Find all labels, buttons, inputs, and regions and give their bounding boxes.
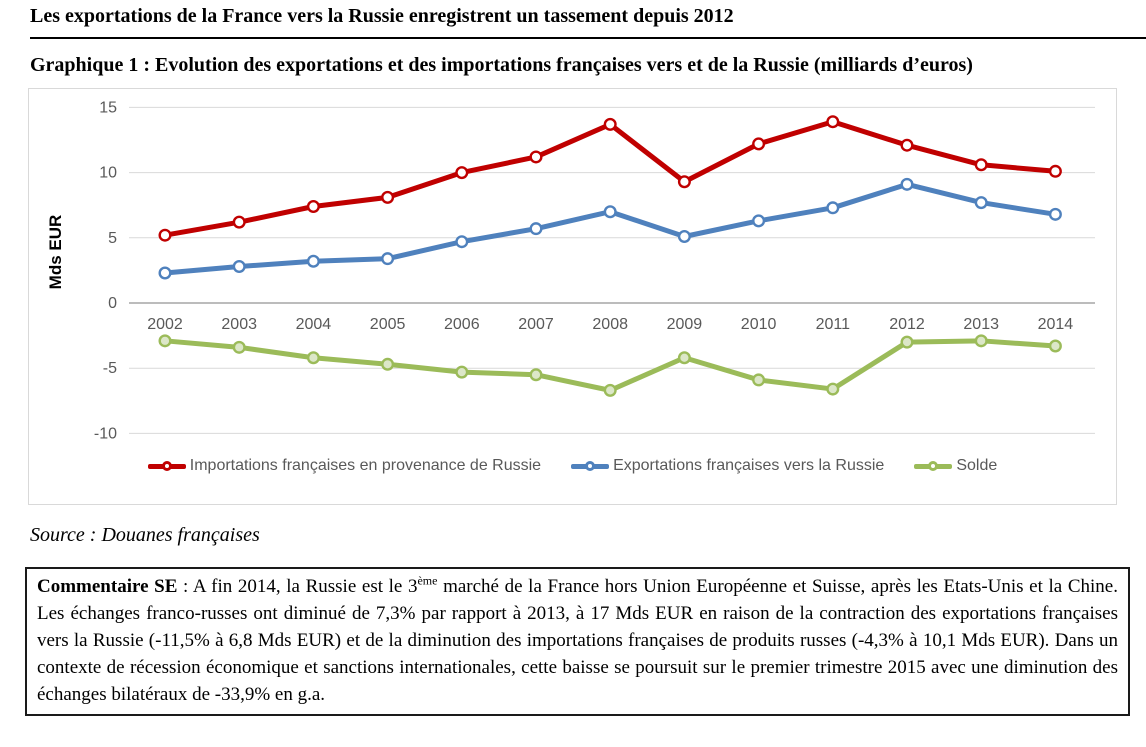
data-point-marker [603,117,617,131]
x-axis-tick-label: 2012 [889,316,925,333]
data-point-marker [826,201,840,215]
data-point-marker [381,252,395,266]
commentary-separator: : [177,576,193,597]
data-point-marker [381,357,395,371]
x-axis-tick-label: 2002 [147,316,183,333]
title-underline [30,37,1146,39]
data-point-marker [900,335,914,349]
y-axis-tick-label: -5 [103,360,117,377]
x-axis-tick-label: 2004 [296,316,332,333]
commentary-text: A fin 2014, la Russie est le 3 [192,576,418,597]
data-point-marker [603,383,617,397]
data-point-marker [900,177,914,191]
data-point-marker [974,158,988,172]
x-axis-tick-label: 2010 [741,316,777,333]
y-axis-title: Mds EUR [46,215,65,290]
y-axis-tick-label: 5 [108,230,117,247]
series-line [162,181,1058,276]
y-axis-tick-label: 0 [108,295,117,312]
data-point-marker [752,137,766,151]
legend-label: Exportations françaises vers la Russie [613,457,885,474]
data-point-marker [529,150,543,164]
data-point-marker [455,365,469,379]
data-point-marker [900,138,914,152]
x-axis-tick-label: 2006 [444,316,480,333]
x-axis-tick-label: 2008 [592,316,628,333]
data-point-marker [974,196,988,210]
x-axis-tick-label: 2013 [963,316,999,333]
legend-line-marker-icon [914,461,953,471]
data-point-marker [1048,207,1062,221]
x-axis-tick-label: 2005 [370,316,406,333]
graph-caption: Graphique 1 : Evolution des exportations… [30,54,973,76]
legend-item-exportations: Exportations françaises vers la Russie [571,457,884,475]
data-point-marker [826,115,840,129]
data-point-marker [677,175,691,189]
source-note: Source : Douanes françaises [30,524,260,546]
data-point-marker [158,266,172,280]
x-axis-tick-label: 2007 [518,316,554,333]
series-line [162,338,1058,393]
line-chart: 15 10 5 0 -5 -10 2002 2003 2004 2005 2006 2007 2008 2… [46,99,1095,442]
legend-line-marker-icon [571,461,610,471]
commentary-box: Commentaire SE : A fin 2014, la Russie e… [25,567,1130,716]
data-point-marker [826,382,840,396]
data-point-marker [752,373,766,387]
data-point-marker [455,166,469,180]
data-point-marker [232,215,246,229]
chart-legend: Importations françaises en provenance de… [29,457,1116,475]
data-point-marker [158,334,172,348]
x-axis-tick-label: 2011 [816,316,851,333]
data-point-marker [677,351,691,365]
legend-item-solde: Solde [914,457,997,475]
data-point-marker [232,259,246,273]
x-axis-tick-label: 2009 [667,316,703,333]
data-point-marker [1048,339,1062,353]
legend-line-marker-icon [147,461,186,471]
data-point-marker [677,229,691,243]
commentary-label: Commentaire SE [37,576,178,597]
data-point-marker [306,254,320,268]
data-point-marker [529,222,543,236]
data-point-marker [232,340,246,354]
commentary-text: marché de la France hors Union Européenn… [37,576,1118,705]
data-point-marker [306,351,320,365]
legend-item-importations: Importations françaises en provenance de… [147,457,542,475]
data-point-marker [455,235,469,249]
data-point-marker [752,214,766,228]
y-axis-tick-label: 15 [99,99,117,116]
y-axis-tick-label: 10 [99,165,117,182]
x-axis-tick-label: 2003 [221,316,257,333]
data-point-marker [306,200,320,214]
y-axis-tick-label: -10 [94,425,117,442]
commentary-superscript: ème [417,573,438,588]
data-point-marker [529,368,543,382]
data-point-marker [158,228,172,242]
document-title: Les exportations de la France vers la Ru… [30,5,734,27]
chart-container: 15 10 5 0 -5 -10 2002 2003 2004 2005 2006 2007 2008 2… [28,88,1117,505]
data-point-marker [603,205,617,219]
data-point-marker [381,190,395,204]
data-point-marker [1048,164,1062,178]
legend-label: Importations françaises en provenance de… [189,457,542,474]
legend-label: Solde [956,457,998,474]
data-point-marker [974,334,988,348]
x-axis-tick-label: 2014 [1038,316,1074,333]
